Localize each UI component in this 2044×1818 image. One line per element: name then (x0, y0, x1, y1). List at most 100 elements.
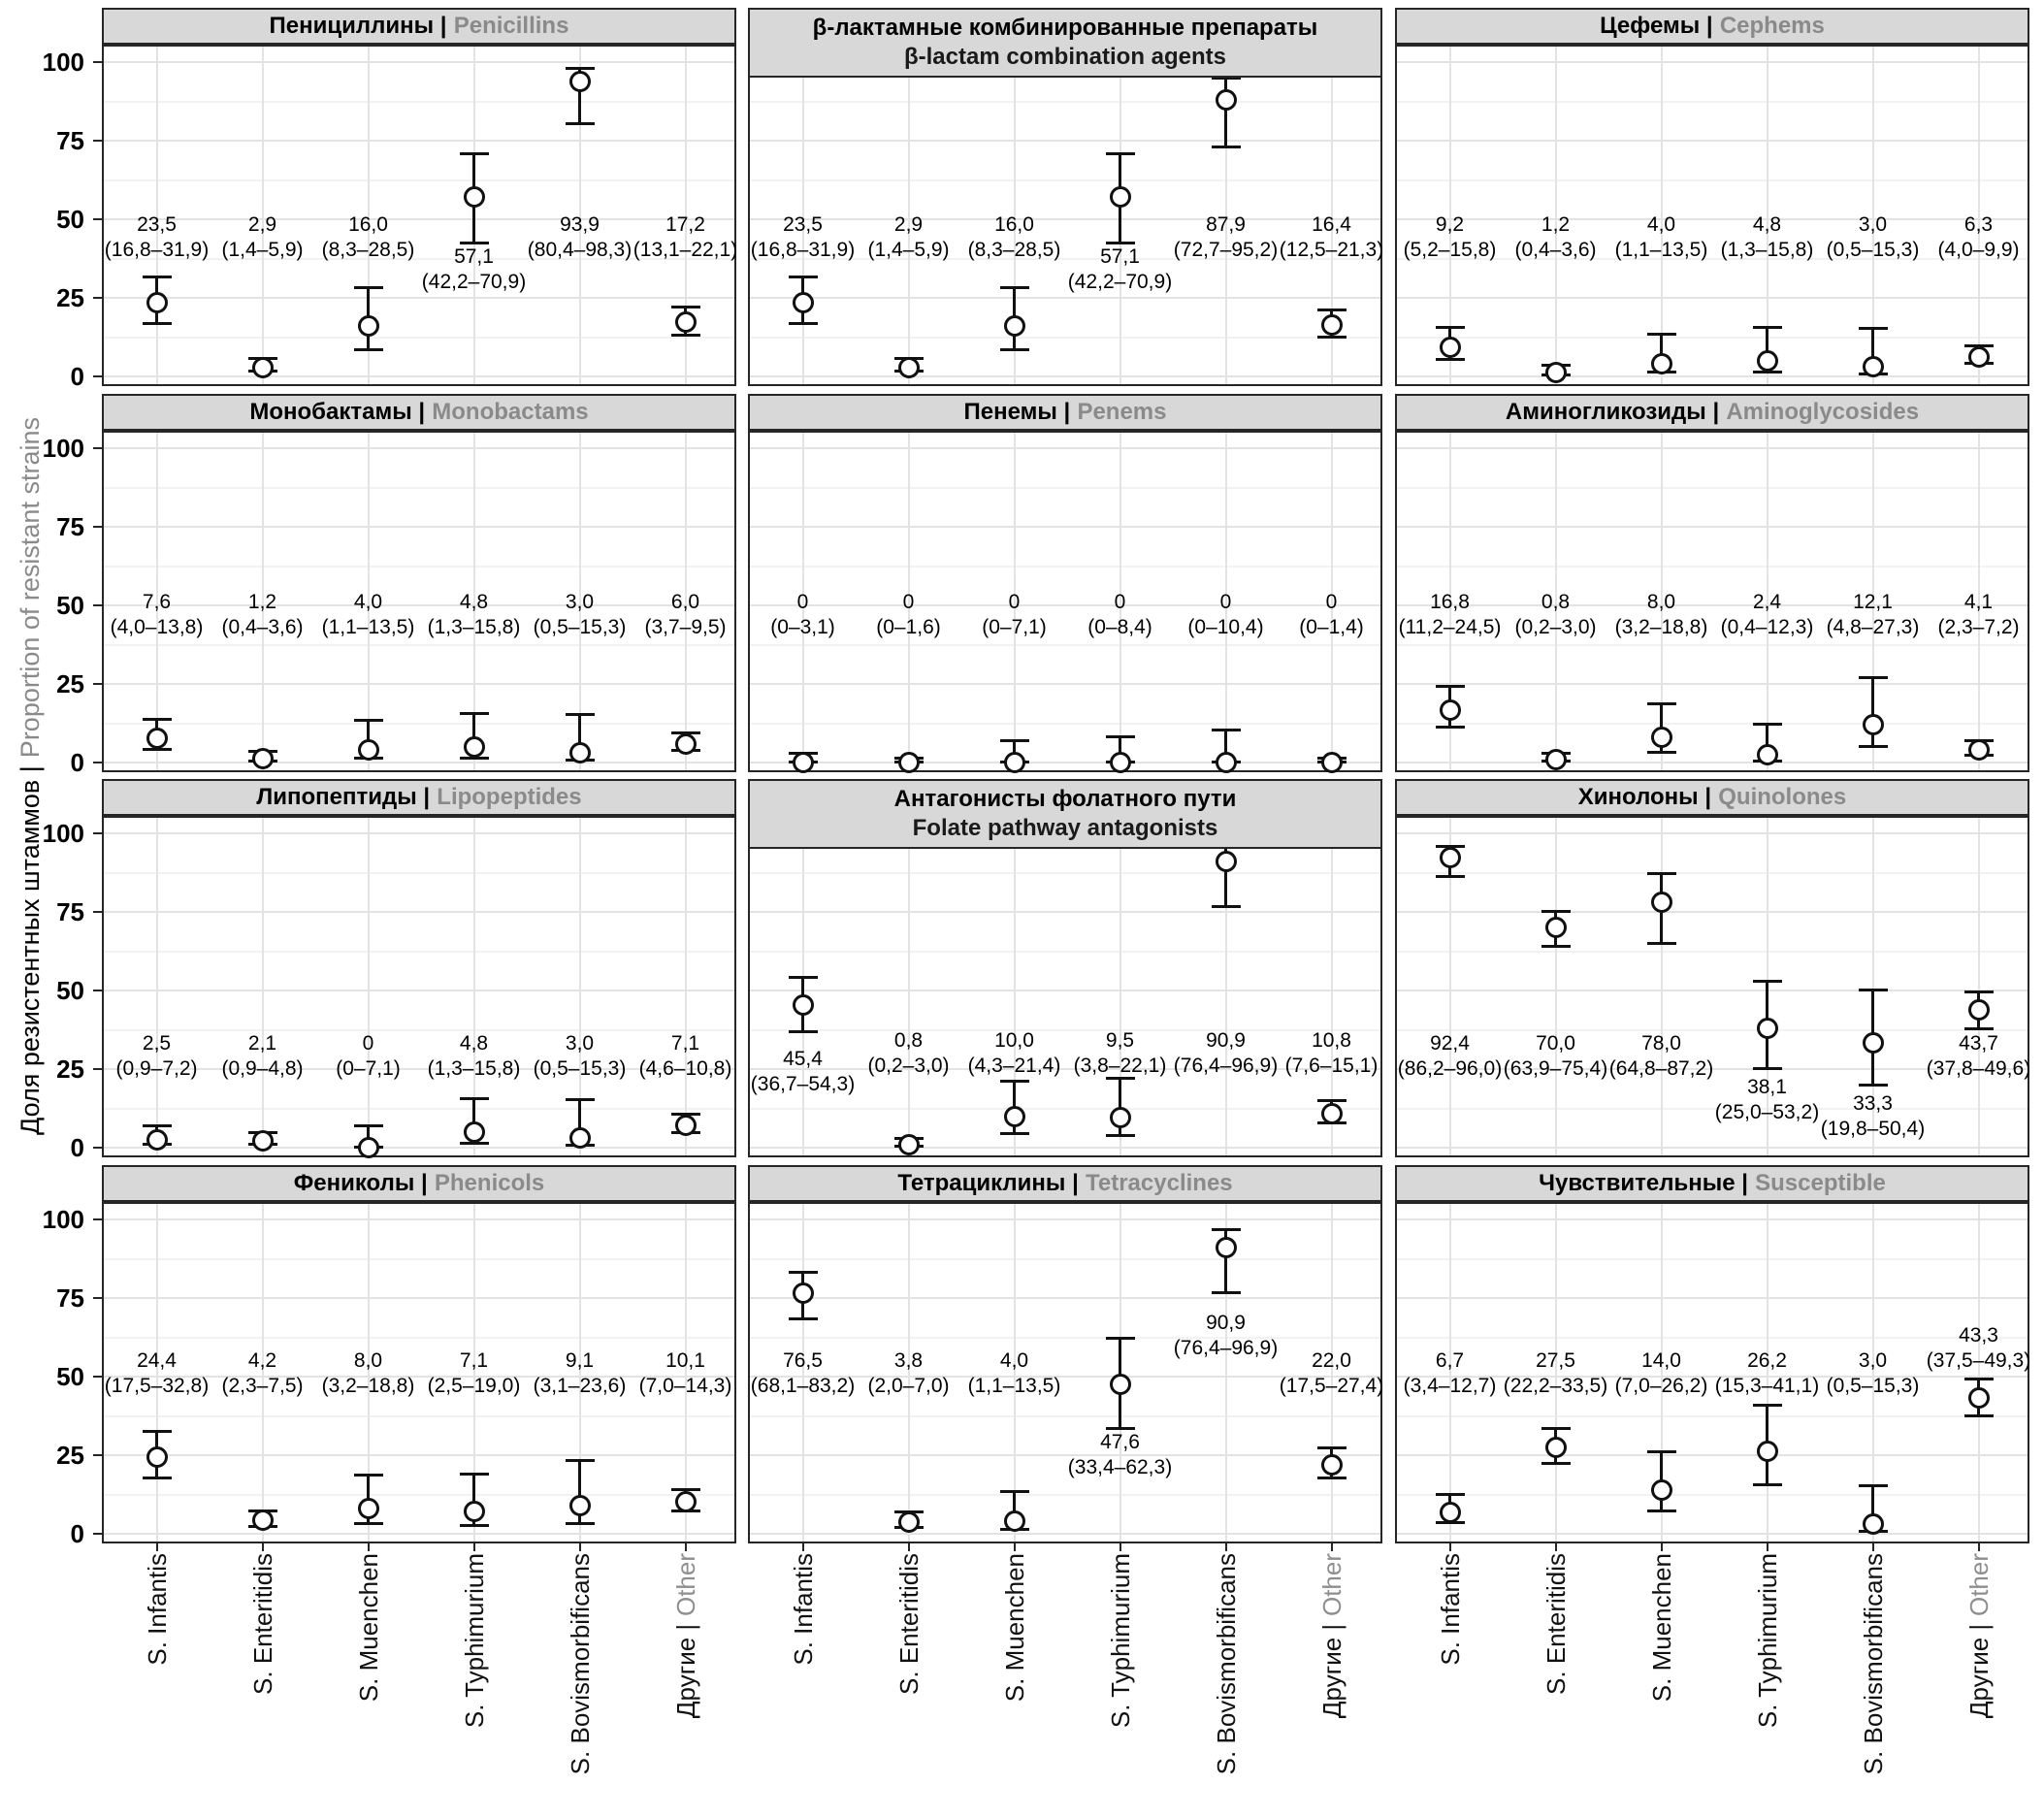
errorbar-line (1119, 735, 1121, 763)
data-point (1109, 752, 1131, 773)
data-point-value: 3,0 (565, 590, 595, 613)
gridline-major (104, 604, 734, 606)
data-point (1439, 846, 1461, 868)
gridline-minor (104, 100, 734, 103)
facet-title-en: Monobactams (432, 399, 589, 425)
data-point-label: 16,0 (8,3–28,5) (923, 212, 1107, 263)
data-point (1862, 1513, 1884, 1536)
gridline-major (1397, 1147, 2028, 1149)
data-point-ci: (64,8–87,2) (1608, 1057, 1714, 1081)
x-axis-label-text: Другие | Other (1317, 1553, 1346, 1718)
errorbar-cap-bottom (459, 1141, 489, 1145)
data-point-label: 4,0 (1,1–13,5) (923, 1348, 1107, 1399)
x-tick-mark (801, 1543, 804, 1551)
data-point (357, 1137, 379, 1158)
data-point-label: 1,2 (0,4–3,6) (1464, 212, 1648, 263)
gridline-minor (1397, 1336, 2028, 1339)
gridline-major (750, 990, 1380, 991)
data-point-value: 93,9 (560, 213, 600, 237)
data-point-ci: (1,1–13,5) (967, 1374, 1061, 1397)
errorbar-cap-top (1541, 909, 1571, 913)
errorbar-cap-bottom (1316, 1477, 1346, 1480)
data-point (792, 752, 814, 773)
gridline-vertical (1766, 433, 1768, 770)
gridline-major (750, 604, 1380, 606)
errorbar-line (1766, 724, 1768, 762)
data-point-label: 2,5 (0,9–7,2) (65, 1031, 249, 1082)
x-tick-mark (1224, 1543, 1227, 1551)
y-tick-mark (93, 526, 102, 528)
data-point-label: 9,1 (3,1–23,6) (488, 1348, 672, 1399)
data-point-ci: (0–8,4) (1087, 615, 1152, 638)
facet-panel-cephems: 9,2 (5,2–15,8) 1,2 (0,4–3,6) 4,0 (1,1–13,5) 4,… (1395, 8, 2029, 386)
data-point-ci: (2,5–19,0) (427, 1374, 521, 1397)
gridline-major (104, 1068, 734, 1070)
gridline-vertical (684, 47, 687, 384)
data-point (1215, 89, 1237, 112)
data-point-label: 43,3 (37,5–49,3) (1887, 1323, 2044, 1374)
data-point-ci: (68,1–83,2) (750, 1374, 856, 1397)
gridline-vertical (1660, 1204, 1663, 1542)
gridline-vertical (1660, 433, 1663, 770)
data-point-ci: (12,5–21,3) (1279, 239, 1384, 262)
gridline-major (750, 683, 1380, 685)
data-point-value: 4,0 (999, 1348, 1029, 1372)
gridline-minor (750, 1493, 1380, 1496)
gridline-minor (1397, 565, 2028, 568)
gridline-vertical (684, 433, 687, 770)
data-point (1003, 752, 1025, 773)
y-tick-label: 0 (70, 748, 84, 777)
data-point-ci: (17,5–27,4) (1279, 1374, 1384, 1397)
gridline-minor (1397, 950, 2028, 953)
data-point-value: 43,7 (1959, 1032, 1998, 1055)
data-point (1109, 185, 1131, 208)
errorbar-cap-top (1963, 990, 1994, 994)
data-point (1967, 738, 1990, 761)
gridline-major (104, 1218, 734, 1220)
data-point (1320, 1453, 1343, 1476)
gridline-major (104, 1533, 734, 1535)
errorbar-cap-top (1963, 343, 1994, 347)
data-point-label: 4,0 (1,1–13,5) (1570, 212, 1754, 263)
data-point (1650, 1478, 1672, 1501)
data-point (1439, 698, 1461, 721)
y-tick-mark (93, 911, 102, 913)
data-point-ci: (5,2–15,8) (1403, 239, 1497, 262)
x-axis-label-main: S. Typhimurium (459, 1553, 489, 1729)
data-point-ci: (3,7–9,5) (644, 615, 727, 638)
errorbar-line (1119, 1078, 1121, 1136)
errorbar-cap-top (788, 275, 818, 278)
gridline-major (750, 1376, 1380, 1378)
facet-title: Тетрациклины | Tetracyclines (748, 1165, 1382, 1202)
gridline-minor (1397, 336, 2028, 339)
data-point-value: 4,8 (459, 590, 489, 613)
data-point (1439, 337, 1461, 359)
gridline-major (104, 683, 734, 685)
errorbar-line (1871, 676, 1874, 748)
data-point-ci: (19,8–50,4) (1820, 1117, 1926, 1140)
facet-panel-monobactams: 0 25 50 75 100 7,6 (4,0–13,8) 1,2 (0,4–3,6) 4,0 (1… (43, 394, 736, 777)
x-axis-label-main: Другие | (670, 1623, 700, 1719)
data-point-ci: (16,8–31,9) (750, 239, 856, 262)
gridline-minor (750, 1107, 1380, 1110)
x-axis-label-text: S. Enteritidis (894, 1553, 924, 1695)
gridline-vertical (1554, 818, 1557, 1155)
gridline-major (750, 1147, 1380, 1149)
data-point-ci: (4,0–13,8) (110, 615, 204, 638)
facet-title-en: Aminoglycosides (1726, 399, 1920, 425)
data-point-label: 2,1 (0,9–4,8) (171, 1031, 355, 1082)
data-point-label: 47,6 (33,4–62,3) (1028, 1430, 1213, 1480)
gridline-major (1397, 1454, 2028, 1456)
data-point-label: 0 (0–7,1) (923, 590, 1107, 640)
gridline-major (750, 447, 1380, 449)
data-point-value: 6,3 (1963, 213, 1994, 237)
x-axis-label-text: S. Enteritidis (248, 1553, 277, 1695)
data-point-value: 17,2 (665, 213, 705, 237)
facet-title-ru: Монобактамы | (249, 399, 426, 425)
facet-title-en: Penicillins (453, 13, 569, 39)
data-point (674, 1114, 697, 1136)
gridline-major (104, 1297, 734, 1299)
data-point (1109, 1107, 1131, 1129)
x-tick-mark (578, 1543, 581, 1551)
data-point-ci: (0,5–15,3) (533, 615, 627, 638)
